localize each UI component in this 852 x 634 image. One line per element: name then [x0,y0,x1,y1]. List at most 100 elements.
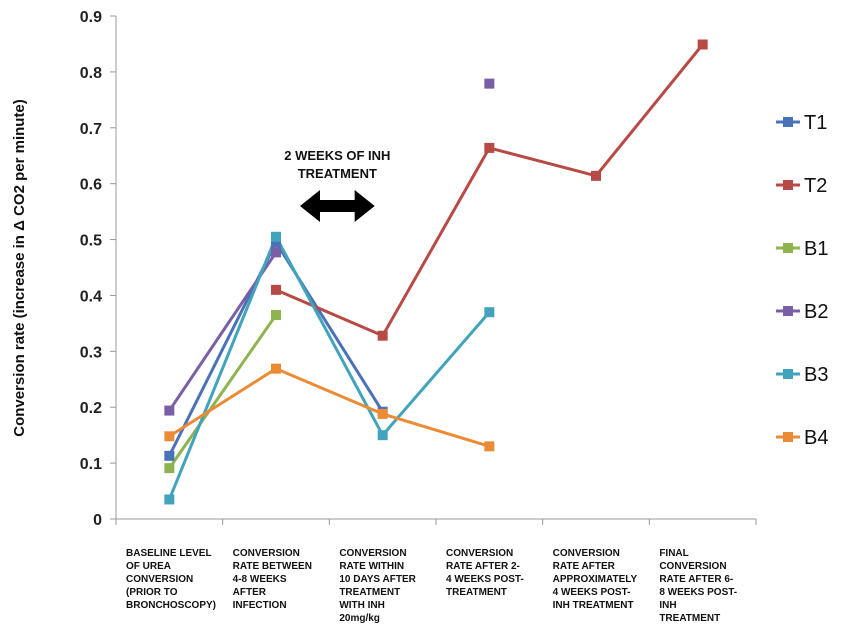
x-category-label-line: RATE BETWEEN [233,561,312,572]
x-category-label-line: CONVERSION [126,574,193,585]
legend-swatch-marker [783,180,793,190]
x-category-label-line: 4 WEEKS POST- [553,587,631,598]
y-tick-label: 0.5 [80,233,102,250]
data-point-b2 [164,405,175,416]
legend-item-b2: B2 [776,301,828,323]
data-point-b1 [271,310,281,321]
x-category-label-line: TREATMENT [659,613,720,624]
axes [110,15,757,525]
x-category-label-line: RATE WITHIN [339,561,404,572]
legend: T1 T2 B1 B2 B3 B4 [776,112,828,449]
y-tick-label: 0.3 [80,344,102,361]
series-line-b4 [168,367,490,448]
data-point-b3 [271,231,281,242]
x-category-label-line: CONVERSION [446,548,513,559]
data-point-b4 [377,408,388,419]
double-headed-arrow [300,190,375,222]
x-category-label-line: AFTER [233,587,267,598]
data-point-b3 [484,307,495,318]
legend-label: B2 [804,301,828,323]
x-category-label-line: 10 DAYS AFTER [339,574,416,585]
legend-swatch-marker [783,243,793,253]
y-tick-label: 0.9 [80,9,102,26]
x-category-label: CONVERSION RATE AFTER APPROXIMATELY 4 WEEKS… [553,548,638,611]
y-tick-label: 0.6 [80,177,102,194]
x-category-label-line: BRONCHOSCOPY) [126,600,216,611]
legend-item-b1: B1 [776,238,828,260]
data-point-t1 [164,450,175,461]
legend-label: B1 [804,238,828,260]
data-point-b4 [164,431,175,442]
y-tick-label: 0.4 [80,288,102,305]
x-category-label-line: INH TREATMENT [553,600,634,611]
x-category-label: CONVERSION RATE BETWEEN 4-8 WEEKS AFTER INFE… [233,548,312,611]
x-category-label-line: OF UREA [126,561,171,572]
x-category-label-line: RATE AFTER 2- [446,561,520,572]
data-point-t2 [377,330,388,341]
x-category-label: CONVERSION RATE AFTER 2- 4 WEEKS POST- TREA… [446,548,524,598]
legend-label: B3 [804,364,828,386]
data-point-t2 [484,142,495,153]
legend-swatch-marker [783,432,793,442]
x-category-label-line: 4-8 WEEKS [233,574,287,585]
data-point-b3 [377,430,388,441]
legend-label: B4 [804,427,828,449]
data-point-b4 [271,363,281,374]
legend-item-b3: B3 [776,364,828,386]
data-point-b1 [164,463,175,474]
y-tick-label: 0.8 [80,65,102,82]
inh-treatment-annotation: 2 WEEKS OF INH TREATMENT [284,148,390,222]
legend-label: T1 [804,112,827,134]
series-points [164,39,708,505]
x-category-label: FINAL CONVERSION RATE AFTER 6- 8 WEEKS POST… [659,548,737,624]
x-category-labels: BASELINE LEVEL OF UREA CONVERSION (PRIOR TO… [126,548,737,624]
legend-swatch-marker [783,117,793,127]
y-tick-label: 0.1 [80,456,102,473]
series-line-b3 [167,235,491,501]
x-category-label-line: CONVERSION [659,561,726,572]
data-point-t1 [271,237,281,248]
x-category-label-line: INH [659,600,676,611]
annotation-text-line: 2 WEEKS OF INH [284,148,390,163]
legend-label: T2 [804,175,827,197]
y-axis-label: Conversion rate (increase in Δ CO2 per m… [11,99,28,437]
x-category-label-line: CONVERSION [339,548,406,559]
y-tick-label: 0 [93,512,102,529]
x-category-label-line: 4 WEEKS POST- [446,574,524,585]
series-lines [167,43,704,501]
x-category-label-line: WITH INH [339,600,385,611]
data-point-b4 [484,441,495,452]
x-category-label-line: TREATMENT [446,587,507,598]
x-category-label-line: 20mg/kg [339,613,380,624]
x-category-label-line: BASELINE LEVEL [126,548,212,559]
data-point-t2 [697,39,708,50]
x-category-label-line: RATE AFTER [553,561,616,572]
legend-item-b4: B4 [776,427,828,449]
x-category-label-line: TREATMENT [339,587,400,598]
x-category-label-line: CONVERSION [233,548,300,559]
x-category-label-line: FINAL [659,548,688,559]
legend-swatch-marker [783,306,793,316]
data-point-t2 [591,170,601,181]
x-category-label: CONVERSION RATE WITHIN 10 DAYS AFTER TREATM… [339,548,416,624]
data-point-b3 [164,494,175,505]
data-point-b2 [271,247,281,258]
y-tick-labels: 0 0.1 0.2 0.3 0.4 0.5 0.6 0.7 0.8 0.9 [80,9,102,529]
x-category-label: BASELINE LEVEL OF UREA CONVERSION (PRIOR TO… [126,548,216,611]
legend-swatch-marker [783,369,793,379]
y-tick-label: 0.2 [80,400,102,417]
annotation-text-line: TREATMENT [298,166,377,181]
data-point-b2 [484,78,495,89]
y-tick-label: 0.7 [80,121,102,138]
x-category-label-line: RATE AFTER 6- [659,574,733,585]
data-point-t2 [271,284,281,295]
legend-item-t2: T2 [776,175,827,197]
x-category-label-line: APPROXIMATELY [553,574,638,585]
series-line-b1 [168,314,278,469]
annotation-text: 2 WEEKS OF INH TREATMENT [284,148,390,181]
legend-item-t1: T1 [776,112,827,134]
x-category-label-line: INFECTION [233,600,287,611]
x-category-label-line: CONVERSION [553,548,620,559]
x-category-label-line: 8 WEEKS POST- [659,587,737,598]
